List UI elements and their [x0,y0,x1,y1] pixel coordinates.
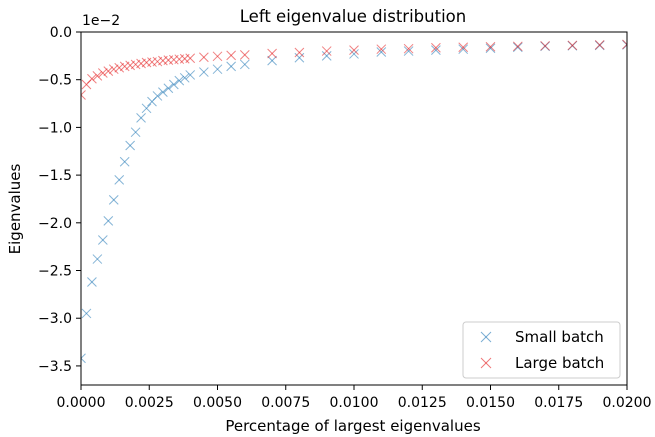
data-point [431,45,441,55]
data-point [512,42,523,53]
legend-marker [480,357,492,369]
y-tick-label: −2.5 [38,264,72,280]
data-point [174,75,185,86]
series-small-batch [81,40,627,364]
y-tick-label: 0.0 [50,25,72,41]
x-tick-label: 0.0200 [603,395,652,411]
data-point [239,59,250,70]
data-point [485,43,496,54]
legend: Small batch Large batch [462,321,621,379]
plot-area [81,39,627,364]
data-point [458,44,469,55]
data-point [226,50,237,61]
legend-label: Small batch [515,328,604,346]
data-point [185,53,196,64]
data-point [130,127,141,138]
y-tick-label: −1.5 [38,168,72,184]
data-point [87,277,97,287]
data-point [152,91,163,101]
legend-label: Large batch [515,354,604,372]
x-tick-label: 0.0025 [125,395,174,411]
data-point [114,62,125,73]
y-axis-ticks: 0.0 −0.5 −1.0 −1.5 −2.0 −2.5 −3.0 −3.5 [38,25,81,375]
data-point [103,216,114,226]
data-point [431,42,441,53]
data-point [119,156,130,167]
x-axis-ticks: 0.0000 0.0025 0.0050 0.0075 0.0100 0.0125 0.01… [57,385,652,411]
x-axis-label: Percentage of largest eigenvalues [225,417,480,435]
x-tick-label: 0.0100 [330,395,379,411]
y-tick-label: −3.0 [38,311,72,327]
data-point [92,71,103,81]
data-point [376,47,387,57]
data-point [512,41,523,52]
data-point [267,48,277,59]
x-tick-label: 0.0125 [398,395,447,411]
data-point [321,46,332,56]
plot-frame [80,31,628,386]
data-point [403,46,414,56]
legend-box [462,321,621,379]
data-point [141,103,152,114]
data-point [103,66,114,76]
data-point [114,175,125,185]
data-point [567,40,578,51]
data-point [185,70,196,80]
data-point [125,140,135,151]
data-point [349,49,359,59]
data-point [87,73,97,84]
data-point [81,308,92,319]
series-large-batch [81,39,627,100]
y-tick-label: −2.0 [38,216,72,232]
data-point [158,87,168,97]
data-point [136,113,146,123]
data-point [376,44,387,55]
data-point [594,40,605,50]
data-point [349,45,359,55]
x-tick-label: 0.0150 [466,395,515,411]
data-point [294,47,305,58]
data-point [212,64,223,75]
data-point [540,40,550,51]
data-point [163,83,174,94]
data-point [97,68,108,78]
x-tick-label: 0.0000 [57,395,106,411]
data-point [226,61,237,72]
data-point [108,64,119,75]
data-point [198,67,209,77]
legend-marker [480,331,492,343]
y-tick-label: −0.5 [38,73,72,89]
x-tick-label: 0.0075 [261,395,310,411]
data-point [321,50,332,61]
data-point [294,52,305,63]
data-point [267,55,277,66]
data-point [622,39,627,50]
data-point [239,50,250,60]
data-point [108,195,119,205]
data-point [485,41,496,52]
data-point [97,235,108,245]
y-offset-label: 1e−2 [82,13,120,29]
x-tick-label: 0.0050 [193,395,242,411]
data-point [81,90,86,100]
y-tick-label: −1.0 [38,120,72,136]
data-point [92,254,103,264]
data-point [81,353,86,364]
y-axis-label: Eigenvalues [6,163,24,254]
data-point [168,79,179,90]
data-point [403,43,414,54]
x-tick-label: 0.0175 [534,395,583,411]
y-tick-label: −3.5 [38,359,72,375]
data-point [179,72,190,83]
data-point [458,42,469,53]
data-point [212,51,223,62]
chart-title: Left eigenvalue distribution [240,7,466,26]
data-point [198,52,209,63]
